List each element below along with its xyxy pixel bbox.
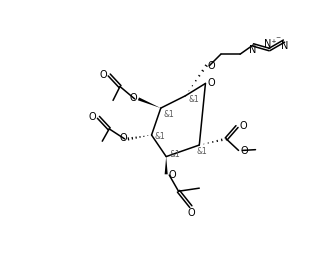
Text: O: O	[119, 133, 127, 143]
Text: O: O	[169, 170, 176, 180]
Text: ⁻: ⁻	[275, 35, 280, 45]
Text: O: O	[207, 78, 214, 88]
Text: O: O	[208, 61, 215, 71]
Polygon shape	[165, 157, 168, 174]
Text: &1: &1	[169, 150, 180, 159]
Text: O: O	[187, 208, 195, 218]
Text: O: O	[240, 121, 247, 131]
Text: N: N	[281, 41, 289, 52]
Polygon shape	[138, 97, 161, 108]
Text: N: N	[249, 45, 256, 55]
Text: O: O	[240, 146, 248, 156]
Text: N⁺: N⁺	[264, 39, 277, 49]
Text: &1: &1	[188, 95, 199, 104]
Text: &1: &1	[163, 110, 174, 119]
Text: O: O	[99, 70, 107, 80]
Text: &1: &1	[155, 132, 165, 141]
Text: O: O	[88, 112, 96, 122]
Text: O: O	[129, 93, 137, 103]
Text: &1: &1	[196, 147, 207, 156]
